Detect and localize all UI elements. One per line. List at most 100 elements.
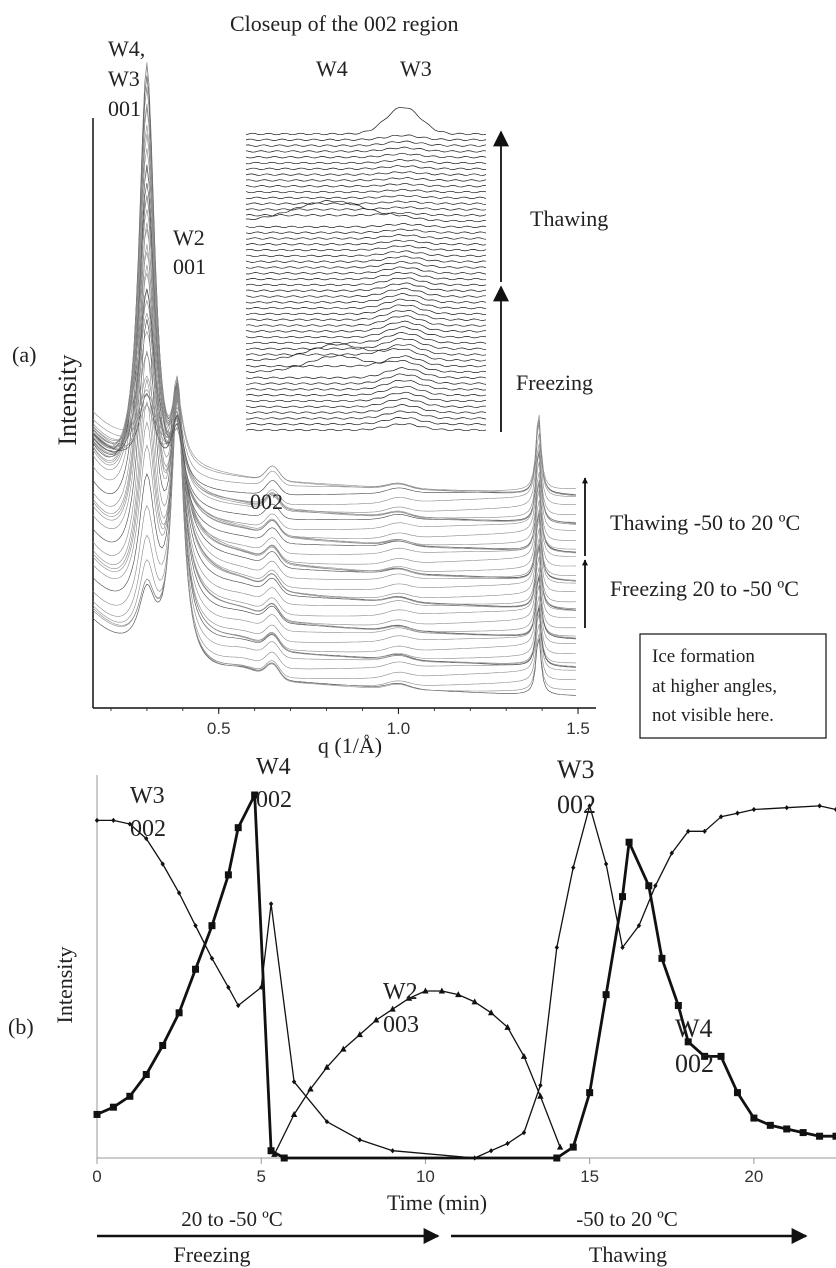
inset-trace xyxy=(245,373,487,385)
inset-trace xyxy=(245,211,487,217)
series-point xyxy=(111,817,116,824)
b-label-w4-2-l1: W4 xyxy=(675,1014,713,1043)
a-trace xyxy=(92,168,576,555)
a-trace xyxy=(92,392,576,496)
inset-trace xyxy=(245,304,487,316)
b-label-w4-1-l2: 002 xyxy=(256,787,292,813)
inset-trace xyxy=(245,146,487,153)
a-trace xyxy=(92,209,576,550)
inset-trace xyxy=(245,385,487,397)
series-point xyxy=(554,944,560,951)
inset-trace xyxy=(245,165,486,170)
a-trace xyxy=(92,222,576,617)
inset-trace xyxy=(245,266,487,275)
inset-trace xyxy=(245,332,487,345)
peak-label-002: 002 xyxy=(250,489,283,514)
inset-title: Closeup of the 002 region xyxy=(230,11,459,36)
panel-a: (a) Intensity 0.5 1.0 1.5 q (1/Å) W4, W3 0… xyxy=(12,11,827,758)
series-point xyxy=(471,998,478,1005)
a-trace xyxy=(92,272,576,530)
inset-trace xyxy=(245,287,486,298)
series-point xyxy=(653,883,658,889)
b-label-w2-l2: 003 xyxy=(383,1012,419,1038)
peak-label-w4w3-line3: 001 xyxy=(108,96,141,121)
inset-trace xyxy=(245,188,487,194)
a-trace xyxy=(92,404,576,496)
inset-peak-w4: W4 xyxy=(316,56,348,81)
series-point xyxy=(733,1089,741,1097)
series-point xyxy=(93,1110,101,1118)
series-point xyxy=(487,1009,495,1016)
inset-trace xyxy=(245,293,487,304)
series-line xyxy=(96,793,836,1160)
inset-trace xyxy=(245,282,487,292)
series-point xyxy=(127,821,133,827)
series-point xyxy=(224,871,232,879)
series-point xyxy=(505,1140,510,1147)
inset-trace xyxy=(245,355,487,368)
inset-trace xyxy=(245,310,487,321)
series-point xyxy=(718,814,724,820)
series-point xyxy=(236,1002,241,1009)
thawing-sweep-label: Thawing -50 to 20 ºC xyxy=(610,510,800,535)
peak-label-w2-line1: W2 xyxy=(173,225,205,250)
inset-trace xyxy=(245,200,487,205)
series-line xyxy=(97,805,836,1159)
inset-trace xyxy=(245,260,487,269)
series-point xyxy=(389,1005,396,1012)
inset-trace xyxy=(245,159,487,165)
a-trace xyxy=(92,397,576,670)
series-point xyxy=(405,994,413,1001)
panel-b-xlabel: Time (min) xyxy=(387,1190,487,1215)
series-point xyxy=(455,991,462,998)
series-point xyxy=(702,828,707,834)
series-point xyxy=(504,1023,511,1030)
series-point xyxy=(208,922,216,930)
series-point xyxy=(586,1089,594,1097)
b-label-w3-1-l1: W3 xyxy=(130,783,165,809)
series-point xyxy=(142,1071,150,1079)
series-point xyxy=(323,1063,331,1070)
series-point xyxy=(832,1132,836,1140)
inset-trace xyxy=(245,223,487,229)
series-point xyxy=(603,861,609,867)
inset-trace xyxy=(245,206,487,211)
series-point xyxy=(602,991,610,999)
series-point xyxy=(669,850,674,856)
series-point xyxy=(538,1082,543,1088)
panel-b-ylabel: Intensity xyxy=(52,947,77,1024)
series-point xyxy=(193,923,198,929)
inset-trace xyxy=(245,315,487,327)
inset-trace xyxy=(245,107,487,136)
series-point xyxy=(268,901,274,907)
b-tick-label: 20 xyxy=(744,1167,763,1186)
inset-trace xyxy=(245,380,487,391)
inset-trace xyxy=(245,255,487,263)
b-label-w3-1-l2: 002 xyxy=(130,816,166,842)
inset-trace xyxy=(245,410,487,420)
series-point xyxy=(324,1119,330,1125)
inset-trace xyxy=(245,326,487,339)
inset-trace xyxy=(245,417,486,426)
series-point xyxy=(372,1016,380,1023)
inset-trace xyxy=(245,245,487,252)
inset-trace xyxy=(245,134,487,141)
b-tick-label: 5 xyxy=(256,1167,265,1186)
a-tick-label: 0.5 xyxy=(207,719,231,738)
series-point xyxy=(817,803,822,809)
series-point xyxy=(422,987,429,994)
series-point xyxy=(783,1125,791,1133)
series-point xyxy=(144,835,149,842)
series-point xyxy=(192,965,200,973)
series-point xyxy=(94,817,100,824)
a-trace xyxy=(92,289,576,637)
series-point xyxy=(251,791,259,799)
series-point xyxy=(520,1052,528,1059)
inset-trace xyxy=(245,277,487,287)
series-point xyxy=(537,1092,544,1099)
a-trace xyxy=(92,244,576,626)
panel-b: (b) Intensity 0 5 10 15 20 Time (min) W3 002… xyxy=(8,754,836,1267)
inset-trace xyxy=(245,140,487,147)
panel-a-x-ticks: 0.5 1.0 1.5 xyxy=(110,708,590,738)
